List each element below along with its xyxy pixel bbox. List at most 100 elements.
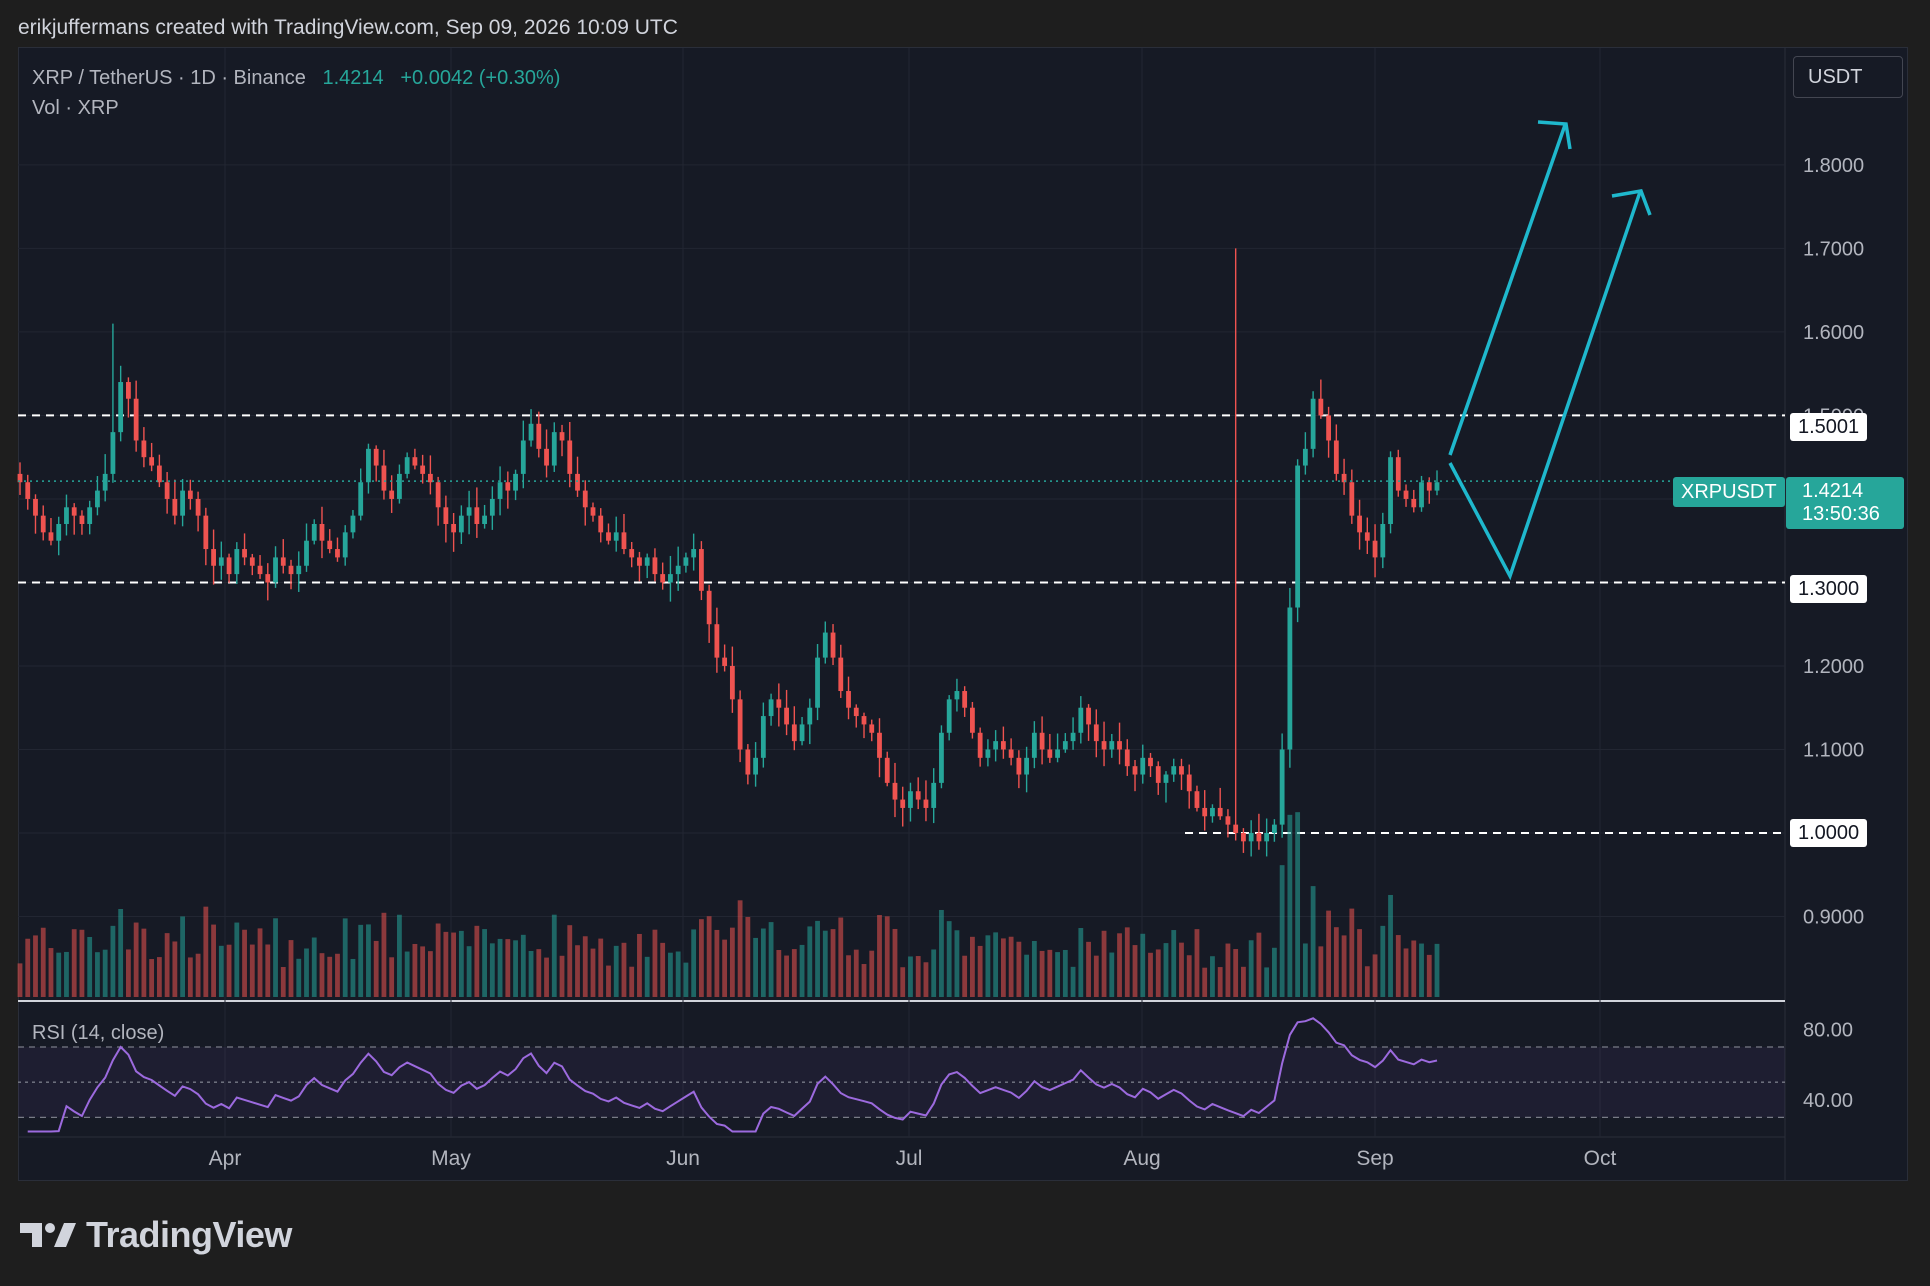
volume-bar <box>1148 952 1153 997</box>
volume-bar <box>939 909 944 997</box>
volume-bar <box>1233 949 1239 997</box>
volume-bar <box>923 962 929 997</box>
candle-body <box>1279 749 1285 825</box>
volume-bar <box>776 950 782 997</box>
candle-body <box>1008 749 1014 758</box>
volume-bar <box>25 938 31 997</box>
candle-body <box>1124 749 1130 767</box>
candle-body <box>722 657 728 666</box>
candle-body <box>319 524 325 541</box>
volume-legend[interactable]: Vol · XRP <box>32 97 119 119</box>
volume-bar <box>1295 812 1301 997</box>
volume-bar <box>427 951 433 997</box>
candle-body <box>737 699 743 750</box>
candle-body <box>714 624 720 658</box>
tradingview-brand: TradingView <box>86 1214 292 1255</box>
candle-body <box>962 691 968 708</box>
volume-bar <box>126 949 131 997</box>
candle-body <box>1024 757 1030 775</box>
candle-body <box>1326 415 1331 441</box>
volume-bar <box>1101 930 1107 997</box>
candle-body <box>1233 824 1239 833</box>
volume-bar <box>1310 886 1316 997</box>
volume-bar <box>404 951 410 997</box>
volume-bar <box>397 914 402 997</box>
candle-body <box>1256 832 1262 842</box>
volume-bar <box>71 929 77 997</box>
volume-bar <box>1086 941 1091 997</box>
candle-body <box>420 465 426 474</box>
candle-body <box>64 507 69 524</box>
candle-body <box>427 473 433 483</box>
volume-bar <box>79 929 85 997</box>
symbol-legend[interactable]: XRP / TetherUS · 1D · Binance 1.4214 +0.… <box>32 67 560 90</box>
volume-bar <box>954 930 960 997</box>
projection-arrow-2 <box>1448 191 1642 581</box>
candle-body <box>1039 732 1045 750</box>
currency-button[interactable]: USDT <box>1793 56 1903 98</box>
candle-body <box>1093 724 1099 742</box>
volume-bar <box>451 932 457 997</box>
candle-body <box>544 448 549 466</box>
candle-body <box>528 423 534 441</box>
volume-bar <box>358 924 364 997</box>
symbol-title[interactable]: XRP / TetherUS · 1D · Binance <box>32 67 306 89</box>
candle-body <box>660 574 666 583</box>
volume-bar <box>443 931 449 997</box>
volume-bar <box>977 945 983 997</box>
volume-bar <box>226 944 232 997</box>
volume-bar <box>1349 908 1355 997</box>
candle-body <box>706 590 712 625</box>
candle-body <box>815 657 820 708</box>
x-tick-label: Jul <box>896 1147 923 1170</box>
volume-bar <box>195 953 201 997</box>
candle-body <box>884 757 890 783</box>
volume-bar <box>389 957 395 997</box>
candle-body <box>366 448 371 483</box>
candle-body <box>1171 766 1177 775</box>
bar-countdown: 13:50:36 <box>1802 503 1880 525</box>
volume-bar <box>342 918 348 997</box>
volume-bar <box>1264 967 1270 997</box>
candle-body <box>675 565 681 575</box>
candle-body <box>505 482 511 491</box>
volume-bar <box>815 920 820 997</box>
candle-body <box>1295 465 1301 608</box>
candle-body <box>1217 807 1223 817</box>
volume-bar <box>211 924 216 997</box>
volume-bar <box>1256 932 1262 997</box>
candle-body <box>1155 766 1161 783</box>
candle-body <box>729 665 735 700</box>
projection-arrow-1 <box>1448 124 1567 456</box>
attribution-text: erikjuffermans created with TradingView.… <box>18 16 678 39</box>
candle-body <box>1101 741 1107 750</box>
volume-bar <box>497 938 503 997</box>
candle-body <box>946 699 952 733</box>
volume-bar <box>1241 966 1246 997</box>
rsi-legend[interactable]: RSI (14, close) <box>32 1022 165 1044</box>
volume-bar <box>218 945 224 997</box>
volume-bar <box>1326 910 1331 997</box>
candle-body <box>1380 524 1386 558</box>
volume-bar <box>1000 938 1006 997</box>
volume-bar <box>1380 925 1386 997</box>
x-tick-label: Oct <box>1584 1147 1617 1170</box>
candle-body <box>1078 707 1084 733</box>
volume-bar <box>296 958 302 997</box>
volume-bar <box>946 921 952 997</box>
candle-body <box>25 482 31 499</box>
candle-body <box>296 565 302 575</box>
candle-body <box>1070 732 1076 742</box>
volume-bar <box>1419 943 1424 997</box>
candle-body <box>985 749 991 758</box>
candle-body <box>1248 832 1254 842</box>
volume-bar <box>1055 952 1060 997</box>
volume-bar <box>729 927 735 997</box>
volume-bar <box>528 950 534 997</box>
volume-bar <box>1426 954 1432 997</box>
volume-bar <box>544 957 549 997</box>
candle-body <box>520 440 526 474</box>
tradingview-logo[interactable]: TradingView <box>20 1214 292 1256</box>
x-tick-label: Aug <box>1123 1147 1160 1170</box>
